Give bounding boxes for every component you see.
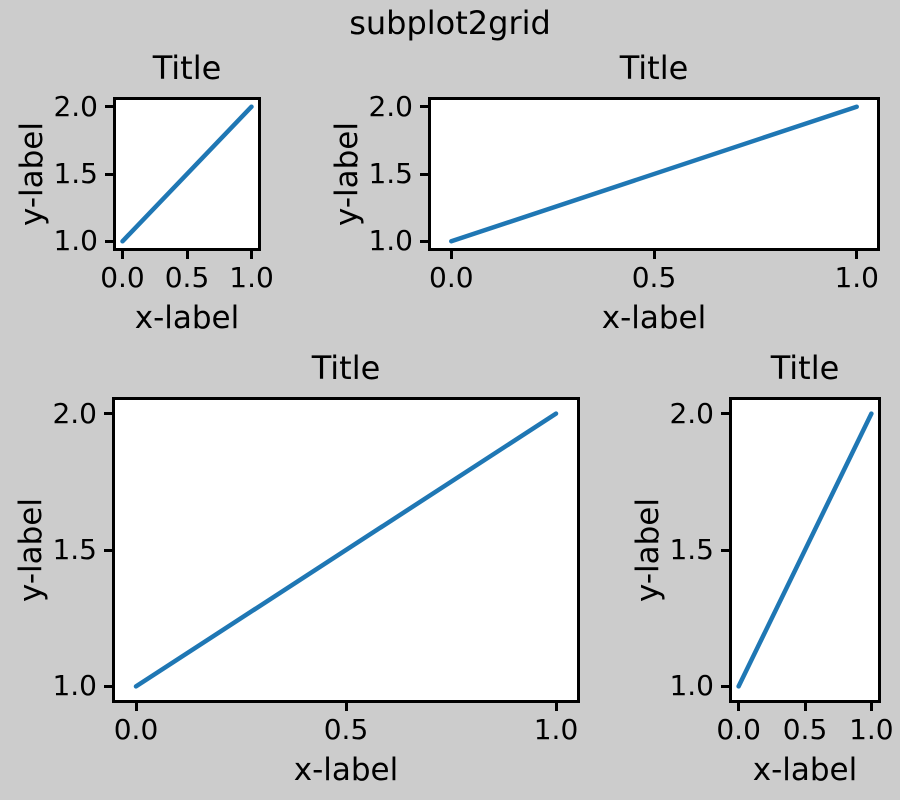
y-tick xyxy=(420,105,428,109)
x-tick-label: 1.0 xyxy=(229,261,274,294)
y-tick-label: 2.0 xyxy=(669,396,714,430)
axes-ax4-plot-area xyxy=(729,397,881,703)
x-tick-label: 0.5 xyxy=(782,713,828,746)
x-tick-label: 0.0 xyxy=(100,261,145,294)
plot-line-svg xyxy=(736,411,874,689)
axes-ax3-title: Title xyxy=(311,349,381,387)
plot-line-svg xyxy=(449,104,859,244)
plot-line xyxy=(449,104,859,244)
plot-line xyxy=(133,411,559,689)
y-tick xyxy=(105,105,113,109)
axes-ax1-xlabel: x-label xyxy=(134,300,240,336)
y-tick-label: 1.0 xyxy=(53,224,98,258)
axes-ax4-xlabel: x-label xyxy=(752,752,858,788)
plot-line-svg xyxy=(133,411,559,689)
x-tick xyxy=(449,251,453,259)
y-tick xyxy=(420,239,428,243)
y-tick xyxy=(104,548,112,552)
figure-suptitle: subplot2grid xyxy=(349,4,551,42)
axes-ax3-plot-area xyxy=(112,397,580,703)
y-tick-label: 1.0 xyxy=(52,669,97,703)
y-tick-label: 1.5 xyxy=(669,533,714,566)
y-tick xyxy=(105,239,113,243)
plot-line-svg xyxy=(120,104,254,244)
y-tick xyxy=(104,412,112,416)
plot-line xyxy=(736,411,874,689)
x-tick-label: 0.0 xyxy=(716,713,761,746)
x-tick xyxy=(250,251,254,259)
y-tick xyxy=(721,412,729,416)
x-tick-label: 1.0 xyxy=(849,713,894,746)
y-tick xyxy=(105,172,113,176)
x-tick-label: 0.5 xyxy=(164,261,210,294)
x-tick-label: 0.0 xyxy=(113,713,159,746)
x-tick-label: 1.0 xyxy=(834,261,879,294)
axes-ax2-plot-area xyxy=(428,97,880,251)
x-tick xyxy=(344,703,348,711)
x-tick xyxy=(554,703,558,711)
plot-line xyxy=(120,104,254,244)
x-tick xyxy=(120,251,124,259)
axes-ax2-xlabel: x-label xyxy=(601,300,707,336)
y-tick-label: 1.0 xyxy=(368,224,413,258)
y-tick-label: 1.5 xyxy=(52,533,97,566)
y-tick-label: 2.0 xyxy=(53,89,98,123)
y-tick-label: 1.0 xyxy=(669,669,714,703)
x-tick-label: 1.0 xyxy=(533,713,579,746)
y-tick xyxy=(721,548,729,552)
y-tick-label: 1.5 xyxy=(368,157,413,190)
y-tick xyxy=(104,684,112,688)
x-tick xyxy=(652,251,656,259)
x-tick-label: 0.5 xyxy=(631,261,677,294)
y-tick xyxy=(721,684,729,688)
x-tick xyxy=(803,703,807,711)
axes-ax1-title: Title xyxy=(152,49,222,87)
x-tick xyxy=(855,251,859,259)
x-tick xyxy=(737,703,741,711)
y-tick-label: 2.0 xyxy=(368,89,413,123)
x-tick xyxy=(185,251,189,259)
x-tick-label: 0.0 xyxy=(429,261,474,294)
axes-ax4-title: Title xyxy=(770,349,840,387)
axes-ax2-title: Title xyxy=(619,49,689,87)
x-tick-label: 0.5 xyxy=(323,713,369,746)
y-tick-label: 1.5 xyxy=(53,157,98,190)
axes-ax1-plot-area xyxy=(113,97,261,251)
y-tick-label: 2.0 xyxy=(52,396,97,430)
axes-ax3-xlabel: x-label xyxy=(293,752,399,788)
x-tick xyxy=(869,703,873,711)
x-tick xyxy=(134,703,138,711)
y-tick xyxy=(420,172,428,176)
axes-ax4-ylabel: y-label xyxy=(629,498,666,602)
